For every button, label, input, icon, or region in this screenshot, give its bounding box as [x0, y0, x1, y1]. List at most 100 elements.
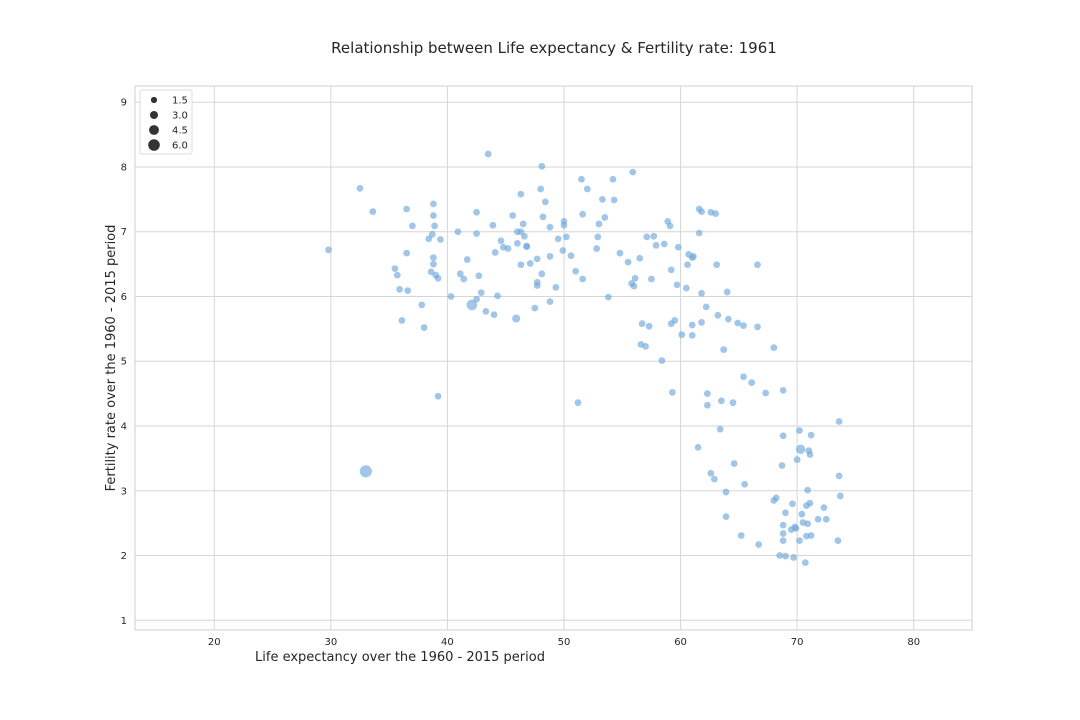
scatter-point [482, 307, 490, 315]
scatter-point [698, 319, 705, 326]
scatter-point [604, 293, 612, 301]
scatter-point [567, 252, 575, 260]
scatter-point [704, 390, 711, 397]
scatter-point [456, 270, 464, 278]
legend-size-marker [150, 96, 158, 104]
scatter-point [546, 223, 554, 231]
y-axis-label: Fertility rate over the 1960 - 2015 peri… [104, 225, 119, 492]
scatter-point [517, 261, 525, 269]
scatter-point [490, 311, 498, 318]
scatter-point [447, 293, 455, 300]
scatter-point [538, 270, 546, 278]
scatter-point [776, 552, 784, 559]
scatter-point [509, 212, 517, 219]
scatter-point [537, 185, 545, 193]
y-tick-label: 9 [121, 98, 127, 109]
scatter-point [673, 281, 681, 289]
scatter-point [807, 431, 815, 439]
scatter-point [473, 295, 480, 303]
scatter-point [579, 210, 587, 218]
scatter-point [594, 233, 602, 241]
scatter-point [583, 185, 591, 193]
scatter-point [559, 247, 567, 254]
scatter-point [629, 168, 637, 176]
scatter-point [779, 530, 787, 537]
y-tick-label: 4 [121, 422, 127, 433]
scatter-point [835, 418, 843, 425]
y-tick-label: 8 [121, 162, 127, 173]
scatter-point [404, 287, 412, 295]
scatter-point [396, 285, 403, 293]
scatter-point [546, 252, 554, 260]
scatter-point [526, 260, 534, 267]
scatter-point [369, 208, 377, 216]
scatter-point [356, 184, 364, 192]
scatter-point [723, 288, 731, 296]
x-tick-label: 40 [441, 637, 454, 648]
scatter-point [755, 541, 763, 548]
scatter-point [418, 301, 426, 309]
scatter-point [560, 221, 568, 229]
scatter-point [729, 399, 737, 407]
scatter-point [754, 261, 761, 269]
scatter-point [666, 222, 674, 230]
x-tick-label: 50 [558, 637, 571, 648]
legend-size-marker [149, 125, 159, 135]
scatter-point [638, 320, 646, 328]
scatter-point [643, 233, 651, 241]
scatter-point [517, 190, 525, 198]
scatter-point [702, 303, 710, 311]
scatter-point [403, 205, 410, 213]
size-legend: 1.5 3.0 4.5 6.0 [139, 89, 193, 155]
scatter-point [648, 275, 655, 283]
tick-labels: 20 30 40 50 60 70 80 1 2 3 4 5 6 7 8 9 [121, 98, 920, 648]
scatter-point [669, 388, 676, 396]
scatter-point [593, 245, 601, 252]
scatter-point [552, 284, 560, 291]
scatter-point [420, 324, 428, 331]
chart-title: Relationship between Life expectancy & F… [331, 39, 777, 57]
scatter-point [533, 255, 541, 263]
y-tick-label: 7 [121, 227, 127, 238]
scatter-point [631, 274, 639, 282]
scatter-point [779, 432, 787, 440]
scatter-point [710, 475, 718, 483]
scatter-point [359, 465, 372, 478]
scatter-point [391, 265, 399, 273]
scatter-point [454, 228, 462, 236]
scatter-point [730, 460, 738, 467]
scatter-point [688, 321, 696, 329]
scatter-point [652, 241, 660, 249]
scatter-point [431, 222, 438, 230]
scatter-point [714, 311, 722, 319]
data-points [325, 150, 844, 567]
scatter-point [460, 275, 468, 283]
legend-size-label: 1.5 [172, 96, 188, 107]
scatter-point [690, 252, 697, 260]
scatter-point [578, 175, 585, 183]
scatter-point [539, 213, 547, 221]
x-tick-label: 20 [208, 637, 221, 648]
y-tick-label: 1 [121, 616, 127, 627]
scatter-point [801, 559, 809, 567]
scatter-point [504, 245, 512, 252]
scatter-point [722, 513, 730, 521]
scatter-point [430, 212, 437, 219]
scatter-point [683, 284, 690, 292]
scatter-point [533, 282, 541, 289]
scatter-point [762, 389, 770, 397]
scatter-point [795, 444, 806, 454]
scatter-point [642, 342, 649, 350]
scatter-point [792, 524, 800, 532]
scatter-point [695, 229, 703, 237]
scatter-point [610, 196, 618, 204]
scatter-point [562, 233, 570, 241]
scatter-point [624, 258, 632, 266]
scatter-point [796, 537, 803, 545]
scatter-point [674, 243, 682, 251]
x-tick-label: 70 [791, 637, 804, 648]
scatter-point [704, 401, 711, 409]
scatter-point [554, 235, 562, 243]
legend-box [139, 89, 193, 155]
scatter-point [789, 500, 796, 508]
